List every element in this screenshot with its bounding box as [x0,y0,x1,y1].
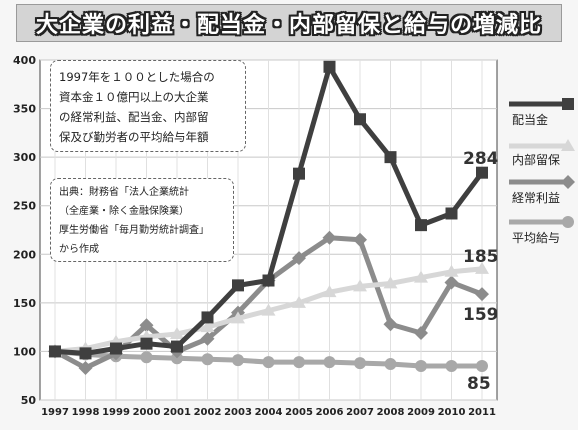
x-tick-label: 2011 [468,407,496,418]
data-point-retained [292,295,306,308]
x-tick-label: 2010 [438,407,466,418]
data-point-dividend [171,340,183,353]
end-value-label: 159 [463,305,499,325]
legend-label: 平均給与 [512,231,560,245]
data-point-salary [140,351,153,364]
data-point-dividend [110,342,122,355]
x-tick-label: 1999 [102,407,130,418]
data-point-dividend [476,166,488,179]
legend-label: 配当金 [512,112,548,127]
source-line-1: 出典：財務省「法人企業統計 [59,187,189,198]
source-line-4: から作成 [59,244,99,255]
data-point-dividend [415,219,427,232]
end-value-label: 284 [463,149,499,169]
data-point-salary [384,358,397,371]
data-point-profit [200,331,215,346]
data-point-salary [354,357,366,370]
data-point-salary [445,360,458,372]
y-tick-label: 50 [21,394,37,407]
x-tick-label: 2004 [255,407,283,418]
data-point-salary [415,360,427,372]
data-point-salary [232,354,244,367]
data-point-salary [262,356,275,369]
data-point-salary [201,353,214,366]
data-point-profit [292,251,306,266]
source-note: 出典：財務省「法人企業統計 （全産業・除く金融保険業） 厚生労働省「毎月勤労統計… [50,178,234,262]
data-point-dividend [262,274,275,287]
y-tick-label: 300 [13,151,36,164]
source-line-3: 厚生労働省「毎月勤労統計調査」 [59,225,209,236]
chart-title-bar: 大企業の利益・配当金・内部留保と給与の増減比 [16,4,562,42]
x-tick-label: 2003 [224,407,252,418]
source-line-2: （全産業・除く金融保険業） [59,206,189,217]
x-tick-label: 2000 [133,407,161,418]
data-point-dividend [354,113,366,126]
y-tick-label: 350 [13,103,36,116]
legend-label: 経常利益 [512,191,560,205]
description-line-3: の経常利益、配当金、内部留 [59,110,209,124]
legend-label: 内部留保 [512,152,560,167]
y-tick-label: 150 [13,297,36,310]
legend-marker [562,98,574,110]
end-value-label: 85 [467,374,491,394]
data-point-retained [353,279,367,292]
data-point-dividend [201,311,214,324]
data-point-salary [293,356,305,369]
data-point-dividend [49,345,61,358]
y-tick-label: 200 [13,248,36,261]
description-line-2: 資本金１０億円以上の大企業 [59,90,209,104]
data-point-dividend [323,60,336,73]
x-tick-label: 2009 [407,407,435,418]
description-line-4: 保及び勤労者の平均給与年額 [59,130,209,144]
data-point-retained [322,285,337,298]
data-point-profit [444,275,459,290]
data-point-profit [414,325,428,340]
chart-title: 大企業の利益・配当金・内部留保と給与の増減比 [35,13,542,38]
data-point-retained [200,320,215,333]
x-tick-label: 2002 [194,407,222,418]
data-point-profit [353,232,367,247]
x-tick-label: 2001 [163,407,191,418]
data-point-dividend [79,347,92,360]
data-point-profit [139,318,154,333]
description-line-1: 1997年を１００とした場合の [59,70,215,84]
data-point-profit [78,360,93,375]
data-point-profit [383,317,398,332]
x-tick-label: 2005 [285,407,313,418]
data-point-retained [231,311,245,324]
x-tick-label: 1998 [72,407,100,418]
data-point-dividend [445,207,458,220]
x-tick-label: 1997 [41,407,69,418]
data-point-dividend [384,151,397,164]
data-point-retained [170,326,184,339]
data-point-dividend [140,337,153,350]
x-tick-label: 2007 [346,407,374,418]
data-point-retained [444,264,459,277]
legend-marker [562,216,574,228]
legend-marker [561,139,575,151]
x-tick-label: 2008 [377,407,405,418]
x-tick-label: 2006 [316,407,344,418]
data-point-dividend [232,279,244,292]
y-tick-label: 250 [13,200,36,213]
data-point-retained [261,303,276,316]
description-note: 1997年を１００とした場合の 資本金１０億円以上の大企業 の経常利益、配当金、… [50,60,246,152]
data-point-salary [476,360,488,372]
data-point-retained [475,261,489,274]
end-value-label: 185 [463,247,499,267]
data-point-dividend [293,167,305,180]
data-point-profit [322,230,337,245]
data-point-profit [475,287,489,302]
y-tick-label: 400 [13,54,36,67]
data-point-retained [383,276,398,289]
y-tick-label: 100 [13,345,36,358]
legend-marker [561,175,575,189]
data-point-retained [414,270,428,283]
data-point-salary [323,356,336,369]
